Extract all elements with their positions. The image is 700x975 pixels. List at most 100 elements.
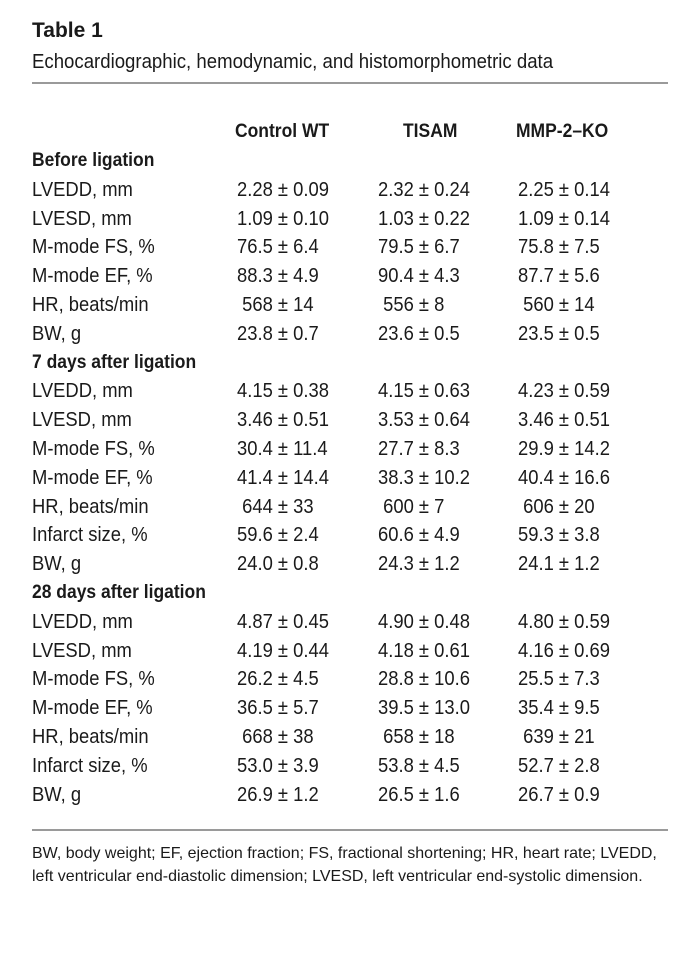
table-cell: 568 ± 14 (237, 293, 314, 316)
row-label: M-mode EF, % (32, 697, 153, 720)
table-row: LVEDD, mm 2.28 ± 0.09 2.32 ± 0.24 2.25 ± 0.… (32, 176, 668, 205)
row-label: M-mode FS, % (32, 437, 155, 460)
table-row: LVEDD, mm 4.87 ± 0.45 4.90 ± 0.48 4.80 ± 0.… (32, 608, 668, 637)
table-cell: 53.8 ± 4.5 (378, 754, 460, 777)
section-header-row: Before ligation (32, 147, 668, 176)
table-row: LVEDD, mm 4.15 ± 0.38 4.15 ± 0.63 4.23 ± 0.… (32, 377, 668, 406)
table-cell: 25.5 ± 7.3 (518, 668, 600, 691)
table-cell: 29.9 ± 14.2 (518, 437, 610, 460)
table-cell: 88.3 ± 4.9 (237, 265, 319, 288)
table-row: BW, g 23.8 ± 0.7 23.6 ± 0.5 23.5 ± 0.5 (32, 320, 668, 349)
table-cell: 75.8 ± 7.5 (518, 236, 600, 259)
table-cell: 87.7 ± 5.6 (518, 265, 600, 288)
table-row: M-mode EF, % 36.5 ± 5.7 39.5 ± 13.0 35.4 ± … (32, 694, 668, 723)
table-cell: 4.90 ± 0.48 (378, 610, 470, 633)
column-header-mmp2-ko: MMP-2–KO (516, 121, 609, 142)
section-header-row: 7 days after ligation (32, 349, 668, 378)
table-cell: 26.5 ± 1.6 (378, 783, 460, 806)
column-header-row: Control WT TISAM MMP-2–KO (32, 117, 668, 147)
table-cell: 40.4 ± 16.6 (518, 466, 610, 489)
table-cell: 4.87 ± 0.45 (237, 610, 329, 633)
section-title: 28 days after ligation (32, 581, 206, 603)
table-cell: 4.23 ± 0.59 (518, 380, 610, 403)
table-row: BW, g 24.0 ± 0.8 24.3 ± 1.2 24.1 ± 1.2 (32, 550, 668, 579)
table-cell: 38.3 ± 10.2 (378, 466, 470, 489)
table-row: LVESD, mm 1.09 ± 0.10 1.03 ± 0.22 1.09 ± 0.… (32, 205, 668, 234)
table-cell: 658 ± 18 (378, 725, 455, 748)
table-cell: 668 ± 38 (237, 725, 314, 748)
table-cell: 30.4 ± 11.4 (237, 437, 328, 460)
table-row: Infarct size, % 59.6 ± 2.4 60.6 ± 4.9 59.3 … (32, 521, 668, 550)
table-cell: 4.19 ± 0.44 (237, 639, 329, 662)
table-cell: 3.46 ± 0.51 (518, 409, 610, 432)
section-header-row: 28 days after ligation (32, 579, 668, 608)
row-label: M-mode FS, % (32, 668, 155, 691)
table-cell: 1.09 ± 0.10 (237, 207, 329, 230)
table-cell: 606 ± 20 (518, 495, 595, 518)
column-header-tisam: TISAM (403, 121, 458, 142)
table-row: HR, beats/min 668 ± 38 658 ± 18 639 ± 21 (32, 723, 668, 752)
section-title: 7 days after ligation (32, 351, 197, 373)
table-footnote: BW, body weight; EF, ejection fraction; … (32, 845, 657, 885)
table-cell: 600 ± 7 (378, 495, 445, 518)
table-cell: 90.4 ± 4.3 (378, 265, 460, 288)
table-cell: 2.25 ± 0.14 (518, 178, 610, 201)
table-cell: 4.15 ± 0.38 (237, 380, 329, 403)
data-table: Control WT TISAM MMP-2–KO Before ligatio… (32, 117, 668, 809)
row-label: LVEDD, mm (32, 380, 133, 403)
table-cell: 23.6 ± 0.5 (378, 322, 460, 345)
table-cell: 28.8 ± 10.6 (378, 668, 470, 691)
row-label: BW, g (32, 783, 82, 806)
row-label: LVEDD, mm (32, 178, 133, 201)
table-cell: 23.8 ± 0.7 (237, 322, 319, 345)
table-cell: 79.5 ± 6.7 (378, 236, 460, 259)
row-label: LVEDD, mm (32, 610, 133, 633)
table-row: LVESD, mm 4.19 ± 0.44 4.18 ± 0.61 4.16 ± 0.… (32, 637, 668, 666)
table-row: M-mode EF, % 88.3 ± 4.9 90.4 ± 4.3 87.7 ± 5… (32, 262, 668, 291)
bottom-rule (32, 829, 668, 832)
table-cell: 556 ± 8 (378, 293, 445, 316)
row-label: M-mode EF, % (32, 265, 153, 288)
table-cell: 4.80 ± 0.59 (518, 610, 610, 633)
table-cell: 41.4 ± 14.4 (237, 466, 329, 489)
table-cell: 3.53 ± 0.64 (378, 409, 470, 432)
table-cell: 1.03 ± 0.22 (378, 207, 470, 230)
row-label: LVESD, mm (32, 639, 132, 662)
table-cell: 26.7 ± 0.9 (518, 783, 600, 806)
table-cell: 53.0 ± 3.9 (237, 754, 319, 777)
table-cell: 4.15 ± 0.63 (378, 380, 470, 403)
row-label: HR, beats/min (32, 725, 149, 748)
table-cell: 560 ± 14 (518, 293, 595, 316)
row-label: HR, beats/min (32, 293, 149, 316)
table-label: Table 1 (32, 19, 103, 42)
section-title: Before ligation (32, 150, 155, 171)
row-label: BW, g (32, 322, 82, 345)
table-row: LVESD, mm 3.46 ± 0.51 3.53 ± 0.64 3.46 ± 0.… (32, 406, 668, 435)
row-label: M-mode FS, % (32, 236, 155, 259)
row-label: LVESD, mm (32, 207, 132, 230)
table-cell: 26.2 ± 4.5 (237, 668, 319, 691)
table-row: HR, beats/min 568 ± 14 556 ± 8 560 ± 14 (32, 291, 668, 320)
table-cell: 23.5 ± 0.5 (518, 322, 600, 345)
top-rule (32, 82, 668, 84)
table-cell: 24.1 ± 1.2 (518, 553, 600, 576)
table-row: Infarct size, % 53.0 ± 3.9 53.8 ± 4.5 52.7 … (32, 752, 668, 781)
row-label: LVESD, mm (32, 409, 132, 432)
table-row: M-mode FS, % 26.2 ± 4.5 28.8 ± 10.6 25.5 ± … (32, 665, 668, 694)
table-cell: 36.5 ± 5.7 (237, 697, 319, 720)
table-figure: Table 1 Echocardiographic, hemodynamic, … (32, 18, 668, 888)
row-label: Infarct size, % (32, 754, 148, 777)
table-cell: 52.7 ± 2.8 (518, 754, 600, 777)
table-cell: 639 ± 21 (518, 725, 595, 748)
table-row: M-mode EF, % 41.4 ± 14.4 38.3 ± 10.2 40.4 ±… (32, 464, 668, 493)
table-row: HR, beats/min 644 ± 33 600 ± 7 606 ± 20 (32, 493, 668, 522)
table-cell: 4.18 ± 0.61 (378, 639, 470, 662)
table-row: BW, g 26.9 ± 1.2 26.5 ± 1.6 26.7 ± 0.9 (32, 781, 668, 810)
table-cell: 27.7 ± 8.3 (378, 437, 460, 460)
table-row: M-mode FS, % 76.5 ± 6.4 79.5 ± 6.7 75.8 ± 7… (32, 233, 668, 262)
table-cell: 24.0 ± 0.8 (237, 553, 319, 576)
table-cell: 4.16 ± 0.69 (518, 639, 610, 662)
table-row: M-mode FS, % 30.4 ± 11.4 27.7 ± 8.3 29.9 ± … (32, 435, 668, 464)
row-label: Infarct size, % (32, 524, 148, 547)
table-cell: 2.32 ± 0.24 (378, 178, 470, 201)
